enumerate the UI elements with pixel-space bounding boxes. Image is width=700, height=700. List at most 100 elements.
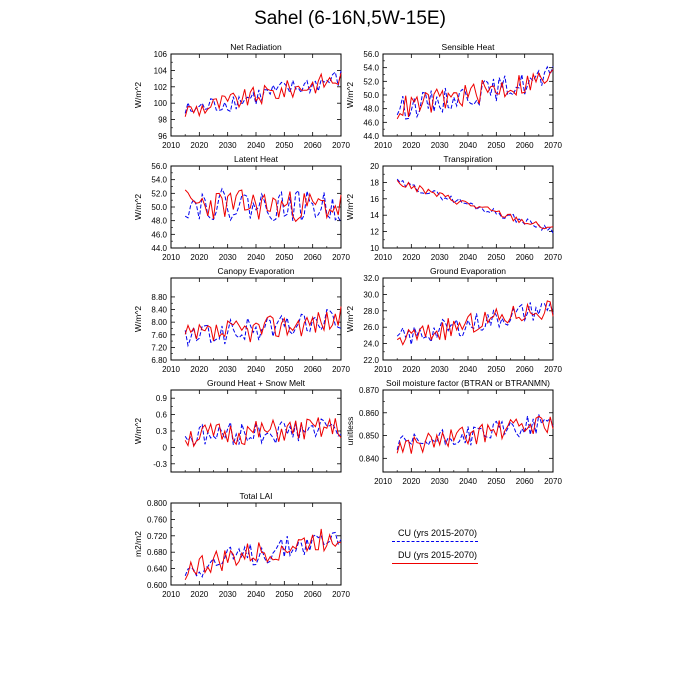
- y-tick-label: 0.720: [147, 532, 168, 541]
- y-tick-label: 44.0: [151, 244, 167, 253]
- x-tick-label: 2020: [402, 141, 420, 150]
- series-du-line: [396, 300, 554, 346]
- y-axis-label: W/m^2: [345, 194, 355, 220]
- legend-swatch-du: [392, 563, 478, 564]
- y-tick-label: 16: [370, 195, 379, 204]
- y-tick-label: 104: [154, 66, 168, 75]
- y-tick-label: 26.0: [363, 323, 379, 332]
- x-tick-label: 2020: [190, 141, 208, 150]
- x-tick-label: 2040: [247, 590, 265, 599]
- y-axis-label: W/m^2: [133, 418, 143, 444]
- y-tick-label: 18: [370, 178, 379, 187]
- x-tick-label: 2070: [544, 365, 562, 374]
- y-axis-label: W/m^2: [133, 194, 143, 220]
- x-tick-label: 2050: [487, 477, 505, 486]
- x-tick-label: 2040: [459, 253, 477, 262]
- y-axis-label: W/m^2: [133, 82, 143, 108]
- x-tick-label: 2070: [544, 477, 562, 486]
- y-tick-label: 0.870: [359, 386, 380, 395]
- y-tick-label: 46.0: [151, 230, 167, 239]
- panel-4: Transpiration W/m^2 10 12 14 16 18 20 2010 2020 20…: [345, 154, 562, 262]
- y-tick-label: 0.3: [156, 427, 168, 436]
- x-tick-label: 2040: [247, 141, 265, 150]
- x-tick-label: 2050: [487, 141, 505, 150]
- series-cu-line: [184, 418, 342, 446]
- x-tick-label: 2030: [219, 365, 237, 374]
- y-tick-label: 28.0: [363, 307, 379, 316]
- y-tick-label: -0.3: [153, 460, 167, 469]
- y-tick-label: 0.640: [147, 565, 168, 574]
- series-du-line: [396, 415, 554, 454]
- y-tick-label: 0.680: [147, 548, 168, 557]
- x-tick-label: 2010: [374, 253, 392, 262]
- x-tick-label: 2060: [516, 253, 534, 262]
- x-tick-label: 2040: [247, 365, 265, 374]
- y-tick-label: 100: [154, 99, 168, 108]
- y-tick-label: 52.0: [151, 189, 167, 198]
- y-axis-label: m2/m2: [133, 531, 143, 557]
- panel-title: Latent Heat: [234, 154, 279, 164]
- x-tick-label: 2040: [459, 141, 477, 150]
- x-tick-label: 2030: [219, 253, 237, 262]
- y-tick-label: 96: [158, 132, 167, 141]
- panel-title: Sensible Heat: [442, 42, 496, 52]
- y-tick-label: 106: [154, 50, 168, 59]
- x-tick-label: 2050: [275, 141, 293, 150]
- x-tick-label: 2050: [487, 365, 505, 374]
- y-tick-label: 7.60: [151, 331, 167, 340]
- panel-1: Net Radiation W/m^2 96 98 100 102 104 106 2010 20…: [133, 42, 350, 150]
- y-tick-label: 7.20: [151, 343, 167, 352]
- panel-title: Ground Evaporation: [430, 266, 506, 276]
- x-tick-label: 2060: [304, 141, 322, 150]
- legend-item-du: DU (yrs 2015-2070): [392, 550, 512, 572]
- y-tick-label: 98: [158, 116, 167, 125]
- x-tick-label: 2020: [402, 365, 420, 374]
- legend-item-cu: CU (yrs 2015-2070): [392, 528, 512, 550]
- series-du-line: [396, 179, 554, 230]
- y-tick-label: 56.0: [151, 162, 167, 171]
- x-tick-label: 2070: [332, 590, 350, 599]
- y-tick-label: 0: [163, 443, 168, 452]
- x-tick-label: 2070: [332, 253, 350, 262]
- x-tick-label: 2030: [219, 141, 237, 150]
- y-tick-label: 102: [154, 83, 168, 92]
- x-tick-label: 2070: [332, 365, 350, 374]
- y-tick-label: 0.6: [156, 411, 168, 420]
- series-du-line: [396, 69, 554, 120]
- y-tick-label: 8.40: [151, 306, 167, 315]
- panel-2: Sensible Heat W/m^2 44.0 46.0 48.0 50.0 52.0 54…: [345, 42, 562, 150]
- legend-swatch-cu: [392, 541, 478, 542]
- panel-title: Total LAI: [239, 491, 272, 501]
- legend-label-cu: CU (yrs 2015-2070): [398, 528, 478, 538]
- plot-frame: [382, 53, 554, 137]
- x-tick-label: 2010: [162, 253, 180, 262]
- y-tick-label: 0.850: [359, 432, 380, 441]
- plot-frame: [382, 277, 554, 361]
- x-tick-label: 2020: [190, 365, 208, 374]
- x-tick-label: 2050: [487, 253, 505, 262]
- y-tick-label: 46.0: [363, 118, 379, 127]
- series-cu-line: [396, 301, 554, 345]
- x-tick-label: 2070: [544, 141, 562, 150]
- series-cu-line: [396, 414, 554, 451]
- series-du-line: [184, 189, 342, 223]
- page-title: Sahel (6-16N,5W-15E): [254, 8, 446, 29]
- x-tick-label: 2050: [275, 590, 293, 599]
- y-tick-label: 32.0: [363, 274, 379, 283]
- x-tick-label: 2060: [304, 365, 322, 374]
- plot-frame: [382, 389, 554, 473]
- y-tick-label: 8.80: [151, 293, 167, 302]
- plot-frame: [382, 165, 554, 249]
- y-tick-label: 12: [370, 228, 379, 237]
- panel-6: Ground Evaporation W/m^2 22.0 24.0 26.0 28.0 3…: [345, 266, 562, 374]
- x-tick-label: 2030: [431, 141, 449, 150]
- y-tick-label: 8.00: [151, 318, 167, 327]
- series-cu-line: [184, 531, 342, 579]
- y-tick-label: 20: [370, 162, 379, 171]
- y-tick-label: 6.80: [151, 356, 167, 365]
- y-tick-label: 50.0: [363, 91, 379, 100]
- panel-title: Transpiration: [443, 154, 493, 164]
- panel-title: Canopy Evaporation: [217, 266, 294, 276]
- series-du-line: [184, 417, 342, 448]
